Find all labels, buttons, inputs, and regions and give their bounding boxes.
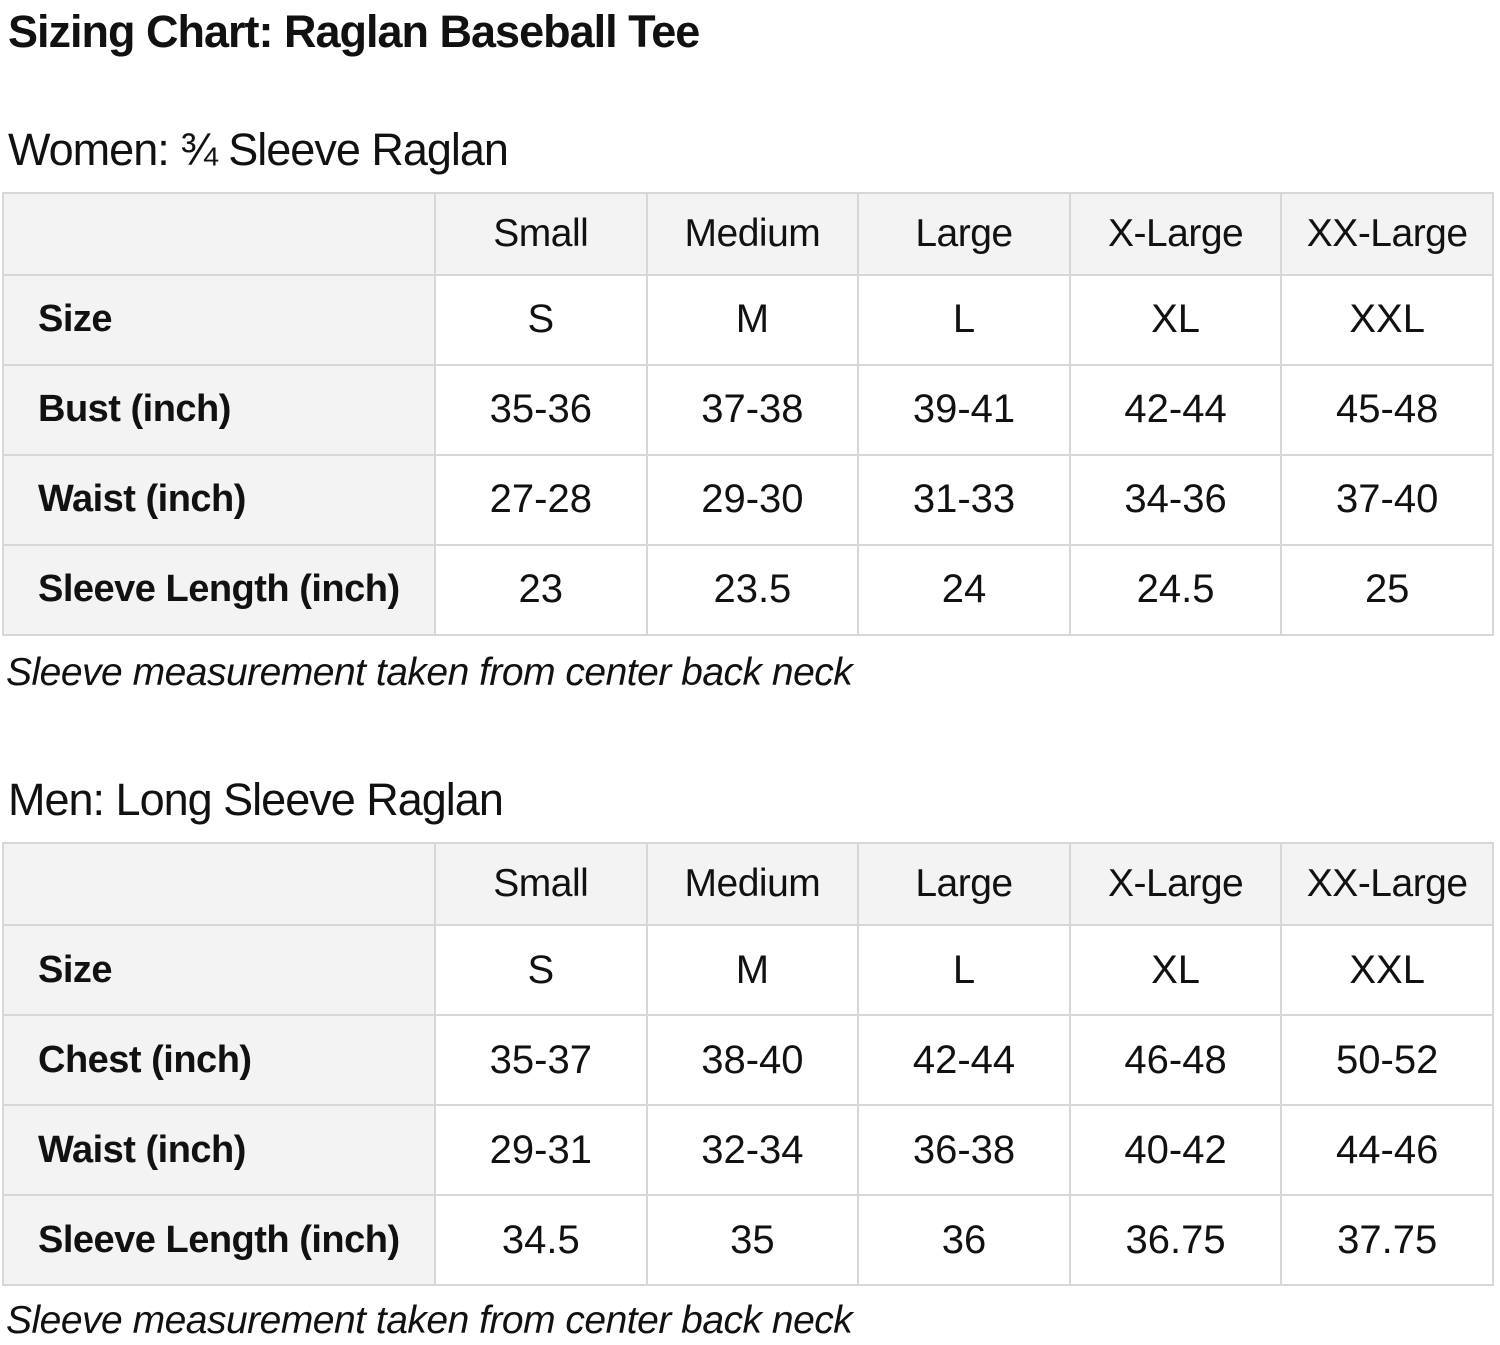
table-cell: L xyxy=(857,273,1071,366)
table-cell: XXL xyxy=(1280,924,1494,1017)
men-header-row: Small Medium Large X-Large XX-Large xyxy=(2,842,1494,927)
table-cell: 38-40 xyxy=(645,1014,860,1107)
table-cell: 39-41 xyxy=(857,363,1071,456)
table-cell: 24.5 xyxy=(1068,543,1283,636)
table-row-size: Size S M L XL XXL xyxy=(2,924,1494,1017)
table-cell: 29-30 xyxy=(645,453,860,546)
table-cell: 25 xyxy=(1280,543,1494,636)
table-cell: 42-44 xyxy=(1068,363,1283,456)
column-header-small: Small xyxy=(434,191,648,276)
women-header-row: Small Medium Large X-Large XX-Large xyxy=(2,191,1494,276)
column-header-xx-large: XX-Large xyxy=(1280,842,1494,927)
column-header-medium: Medium xyxy=(645,191,860,276)
table-cell: 37.75 xyxy=(1280,1194,1494,1287)
column-header-small: Small xyxy=(434,842,648,927)
table-cell: 36.75 xyxy=(1068,1194,1283,1287)
table-cell: M xyxy=(645,924,860,1017)
men-section-heading: Men: Long Sleeve Raglan xyxy=(8,774,504,826)
table-row-size: Size S M L XL XXL xyxy=(2,273,1494,366)
table-row-chest: Chest (inch) 35-37 38-40 42-44 46-48 50-… xyxy=(2,1014,1494,1107)
table-row-waist: Waist (inch) 29-31 32-34 36-38 40-42 44-… xyxy=(2,1104,1494,1197)
table-cell: XL xyxy=(1068,924,1283,1017)
table-cell: 46-48 xyxy=(1068,1014,1283,1107)
row-label-size: Size xyxy=(2,924,436,1017)
table-cell: 31-33 xyxy=(857,453,1071,546)
row-label-sleeve-length: Sleeve Length (inch) xyxy=(2,1194,436,1287)
table-cell: 32-34 xyxy=(645,1104,860,1197)
corner-cell xyxy=(2,842,436,927)
column-header-x-large: X-Large xyxy=(1068,842,1283,927)
table-cell: 23.5 xyxy=(645,543,860,636)
table-cell: M xyxy=(645,273,860,366)
row-label-waist: Waist (inch) xyxy=(2,453,436,546)
women-sizing-table: Small Medium Large X-Large XX-Large Size… xyxy=(2,191,1494,636)
men-section: Men: Long Sleeve Raglan Small Medium Lar… xyxy=(0,774,1500,1345)
column-header-large: Large xyxy=(857,191,1071,276)
corner-cell xyxy=(2,191,436,276)
row-label-bust: Bust (inch) xyxy=(2,363,436,456)
row-label-size: Size xyxy=(2,273,436,366)
women-section-heading: Women: ¾ Sleeve Raglan xyxy=(8,123,509,175)
table-cell: 34-36 xyxy=(1068,453,1283,546)
table-cell: 40-42 xyxy=(1068,1104,1283,1197)
table-cell: 24 xyxy=(857,543,1071,636)
table-row-sleeve-length: Sleeve Length (inch) 34.5 35 36 36.75 37… xyxy=(2,1194,1494,1287)
column-header-x-large: X-Large xyxy=(1068,191,1283,276)
men-sleeve-note: Sleeve measurement taken from center bac… xyxy=(6,1299,853,1343)
table-cell: L xyxy=(857,924,1071,1017)
table-cell: XL xyxy=(1068,273,1283,366)
table-cell: 36 xyxy=(857,1194,1071,1287)
table-cell: 45-48 xyxy=(1280,363,1494,456)
table-cell: 35-36 xyxy=(434,363,648,456)
table-cell: S xyxy=(434,273,648,366)
page-title: Sizing Chart: Raglan Baseball Tee xyxy=(8,6,700,57)
men-sizing-table: Small Medium Large X-Large XX-Large Size… xyxy=(2,842,1494,1287)
table-cell: 35 xyxy=(645,1194,860,1287)
column-header-medium: Medium xyxy=(645,842,860,927)
table-cell: 34.5 xyxy=(434,1194,648,1287)
table-cell: 37-38 xyxy=(645,363,860,456)
women-sleeve-note: Sleeve measurement taken from center bac… xyxy=(6,650,853,694)
column-header-xx-large: XX-Large xyxy=(1280,191,1494,276)
table-cell: 23 xyxy=(434,543,648,636)
table-cell: 44-46 xyxy=(1280,1104,1494,1197)
table-cell: XXL xyxy=(1280,273,1494,366)
row-label-chest: Chest (inch) xyxy=(2,1014,436,1107)
row-label-waist: Waist (inch) xyxy=(2,1104,436,1197)
women-section: Women: ¾ Sleeve Raglan Small Medium Larg… xyxy=(0,124,1500,697)
table-cell: 42-44 xyxy=(857,1014,1071,1107)
table-row-sleeve-length: Sleeve Length (inch) 23 23.5 24 24.5 25 xyxy=(2,543,1494,636)
table-cell: 29-31 xyxy=(434,1104,648,1197)
table-row-waist: Waist (inch) 27-28 29-30 31-33 34-36 37-… xyxy=(2,453,1494,546)
table-cell: 50-52 xyxy=(1280,1014,1494,1107)
row-label-sleeve-length: Sleeve Length (inch) xyxy=(2,543,436,636)
table-row-bust: Bust (inch) 35-36 37-38 39-41 42-44 45-4… xyxy=(2,363,1494,456)
table-cell: 27-28 xyxy=(434,453,648,546)
table-cell: S xyxy=(434,924,648,1017)
column-header-large: Large xyxy=(857,842,1071,927)
table-cell: 35-37 xyxy=(434,1014,648,1107)
table-cell: 36-38 xyxy=(857,1104,1071,1197)
table-cell: 37-40 xyxy=(1280,453,1494,546)
